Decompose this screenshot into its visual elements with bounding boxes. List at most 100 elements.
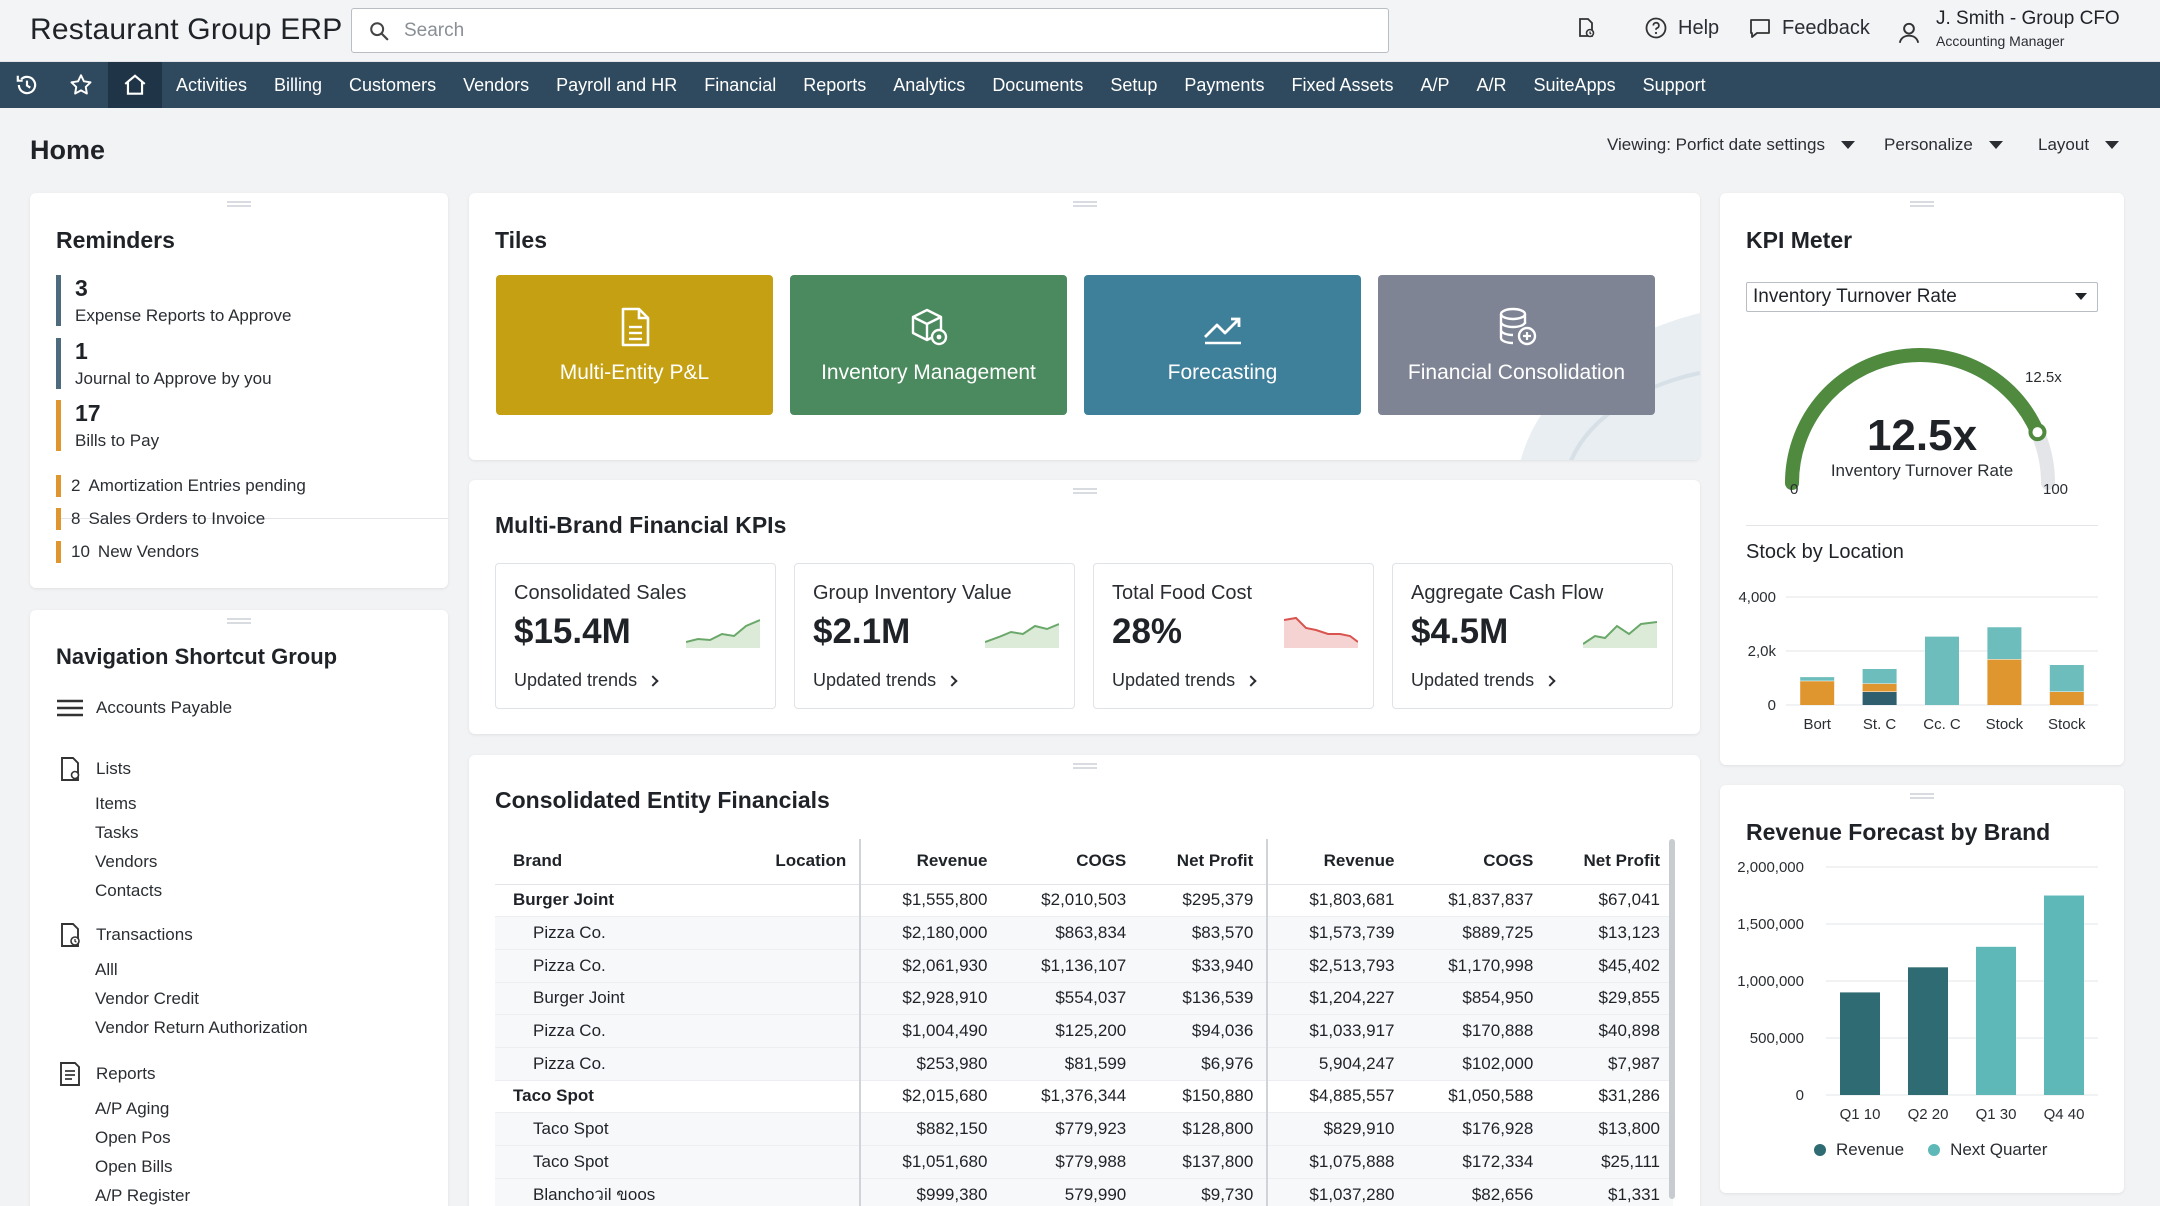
reports-group[interactable]: Reports <box>56 1060 156 1088</box>
nav-reports[interactable]: Reports <box>803 74 867 95</box>
table-row[interactable]: Pizza Co. $2,061,930 $1,136,107 $33,940 $2,5… <box>495 949 1673 983</box>
column-header[interactable]: Net Profit <box>1139 839 1269 885</box>
value-cell: $4,885,557 <box>1267 1080 1408 1114</box>
nav-analytics[interactable]: Analytics <box>893 74 966 95</box>
tile-financial-consolidation[interactable]: Financial Consolidation <box>1378 275 1655 415</box>
column-header[interactable]: Location <box>740 839 862 885</box>
nav-a-r[interactable]: A/R <box>1476 74 1507 95</box>
value-cell: $554,037 <box>1000 982 1140 1016</box>
personalize-dropdown[interactable]: Personalize <box>1884 135 2003 155</box>
kpi-consolidated-sales[interactable]: Consolidated Sales $15.4M Updated trends <box>495 563 776 709</box>
ap-register-link[interactable]: A/P Register <box>95 1186 191 1205</box>
nav-activities[interactable]: Activities <box>176 74 248 95</box>
nav-payments[interactable]: Payments <box>1184 74 1265 95</box>
legend-entry[interactable]: Next Quarter <box>1928 1140 2047 1160</box>
star-icon <box>70 74 92 95</box>
layout-dropdown[interactable]: Layout <box>2038 135 2120 155</box>
transactions-all-link[interactable]: Alll <box>95 960 118 979</box>
kpi-aggregate-cash-flow[interactable]: Aggregate Cash Flow $4.5M Updated trends <box>1392 563 1673 709</box>
drag-handle[interactable] <box>227 201 251 207</box>
kpi-total-food-cost[interactable]: Total Food Cost 28% Updated trends <box>1093 563 1374 709</box>
sparkline-up-icon <box>1583 621 1657 648</box>
reminder-item[interactable]: 2 Amortization Entries pending <box>56 475 306 497</box>
tile-inventory-management[interactable]: Inventory Management <box>790 275 1067 415</box>
lists-contacts-link[interactable]: Contacts <box>95 881 163 900</box>
nav-vendors[interactable]: Vendors <box>463 74 530 95</box>
column-header[interactable]: Net Profit <box>1546 839 1673 885</box>
viewing-dropdown[interactable]: Viewing: Porfict date settings <box>1607 135 1855 155</box>
table-row[interactable]: Taco Spot $882,150 $779,923 $128,800 $829,91… <box>495 1112 1673 1146</box>
recent-button[interactable] <box>0 62 54 108</box>
home-button[interactable] <box>108 62 162 108</box>
reminder-item[interactable]: 3 Expense Reports to Approve <box>56 275 291 326</box>
kpi-group-inventory[interactable]: Group Inventory Value $2.1M Updated tren… <box>794 563 1075 709</box>
reminder-item[interactable]: 1 Journal to Approve by you <box>56 338 272 389</box>
table-row[interactable]: Taco Spot $2,015,680 $1,376,344 $150,880 $4,… <box>495 1080 1673 1114</box>
kpi-trends-link[interactable]: Updated trends <box>514 670 659 691</box>
reminder-item[interactable]: 10 New Vendors <box>56 541 199 563</box>
accounts-payable-link[interactable]: Accounts Payable <box>56 694 232 722</box>
x-tick-label: Q1 10 <box>1840 1106 1881 1123</box>
table-row[interactable]: Burger Joint $1,555,800 $2,010,503 $295,379… <box>495 884 1673 918</box>
nav-a-p[interactable]: A/P <box>1420 74 1450 95</box>
open-bills-link[interactable]: Open Bills <box>95 1157 173 1176</box>
tile-forecasting[interactable]: Forecasting <box>1084 275 1361 415</box>
open-pos-link[interactable]: Open Pos <box>95 1128 171 1147</box>
nav-billing[interactable]: Billing <box>274 74 323 95</box>
nav-payroll-and-hr[interactable]: Payroll and HR <box>556 74 678 95</box>
drag-handle[interactable] <box>1072 488 1097 494</box>
drag-handle[interactable] <box>1910 793 1934 799</box>
feedback-button[interactable]: Feedback <box>1748 16 1870 40</box>
drag-handle[interactable] <box>1910 201 1934 207</box>
user-menu[interactable]: J. Smith - Group CFO Accounting Manager <box>1896 8 2120 49</box>
nav-setup[interactable]: Setup <box>1110 74 1158 95</box>
table-row[interactable]: Pizza Co. $2,180,000 $863,834 $83,570 $1,573… <box>495 916 1673 950</box>
nav-financial[interactable]: Financial <box>704 74 777 95</box>
reminder-item[interactable]: 8 Sales Orders to Invoice <box>56 508 265 530</box>
table-row[interactable]: Pizza Co. $253,980 $81,599 $6,976 5,904,247 $… <box>495 1047 1673 1081</box>
column-header[interactable]: Brand <box>495 839 741 885</box>
column-header[interactable]: COGS <box>1407 839 1547 885</box>
help-button[interactable]: Help <box>1644 16 1719 40</box>
favorites-button[interactable] <box>54 62 108 108</box>
vendor-credit-link[interactable]: Vendor Credit <box>95 989 199 1008</box>
kpi-trends-link[interactable]: Updated trends <box>813 670 958 691</box>
table-row[interactable]: Taco Spot $1,051,680 $779,988 $137,800 $1,07… <box>495 1145 1673 1179</box>
column-header[interactable]: Revenue <box>1267 839 1408 885</box>
lists-tasks-link[interactable]: Tasks <box>95 823 139 842</box>
recent-docs-button[interactable] <box>1574 16 1608 40</box>
kpi-trends-link[interactable]: Updated trends <box>1112 670 1257 691</box>
column-header[interactable]: COGS <box>1000 839 1140 885</box>
column-header[interactable]: Revenue <box>860 839 1001 885</box>
table-scrollbar[interactable] <box>1669 839 1675 1199</box>
kpi-meter-select[interactable]: Inventory Turnover Rate <box>1746 282 2098 312</box>
page-title: Home <box>30 135 106 165</box>
drag-handle[interactable] <box>1072 763 1097 769</box>
table-row[interactable]: Pizza Co. $1,004,490 $125,200 $94,036 $1,033… <box>495 1014 1673 1048</box>
kpi-trends-link[interactable]: Updated trends <box>1411 670 1556 691</box>
lists-group[interactable]: Lists <box>56 755 131 783</box>
help-icon <box>1645 17 1667 39</box>
lists-vendors-link[interactable]: Vendors <box>95 852 158 871</box>
drag-handle[interactable] <box>1072 201 1097 207</box>
nav-suiteapps[interactable]: SuiteApps <box>1533 74 1616 95</box>
legend-entry[interactable]: Revenue <box>1814 1140 1904 1160</box>
table-row[interactable]: Blanchoวil ขoos $999,380 579,990 $9,730 $1,0… <box>495 1178 1673 1206</box>
x-tick-label: Q2 20 <box>1908 1106 1949 1123</box>
reminder-item[interactable]: 17 Bills to Pay <box>56 400 159 451</box>
ap-aging-link[interactable]: A/P Aging <box>95 1099 170 1118</box>
transactions-group[interactable]: Transactions <box>56 921 193 949</box>
table-row[interactable]: Burger Joint $2,928,910 $554,037 $136,539 $1… <box>495 982 1673 1016</box>
lists-items-link[interactable]: Items <box>95 794 137 813</box>
search-box[interactable] <box>351 8 1389 53</box>
vendor-return-link[interactable]: Vendor Return Authorization <box>95 1018 308 1037</box>
location-cell <box>740 884 862 918</box>
search-input[interactable] <box>404 19 1304 42</box>
nav-documents[interactable]: Documents <box>992 74 1084 95</box>
value-cell: $1,004,490 <box>860 1014 1001 1048</box>
tile-multi-entity-pl[interactable]: Multi-Entity P&L <box>496 275 773 415</box>
nav-support[interactable]: Support <box>1642 74 1706 95</box>
drag-handle[interactable] <box>227 618 251 624</box>
nav-customers[interactable]: Customers <box>349 74 437 95</box>
nav-fixed-assets[interactable]: Fixed Assets <box>1291 74 1394 95</box>
